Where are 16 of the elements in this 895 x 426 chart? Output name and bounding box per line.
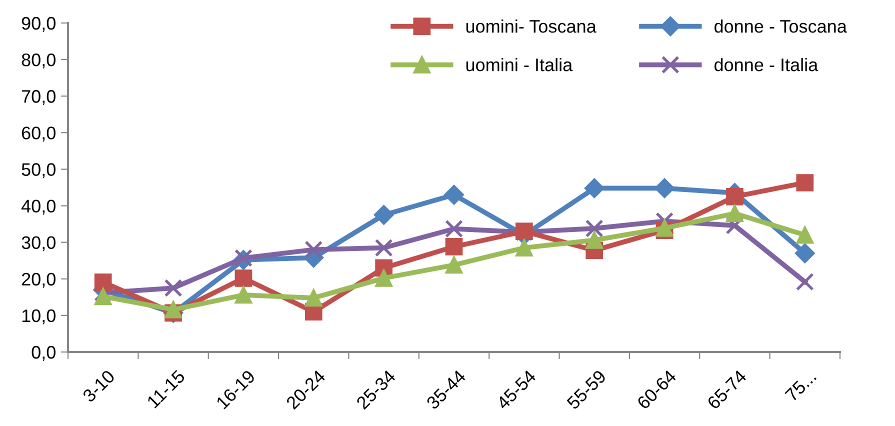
y-tick-label: 50,0 [22,163,56,178]
x-tick-label: 75... [784,370,817,402]
legend-label: uomini- Toscana [466,20,596,33]
x-tick-label: 3-10 [82,369,116,403]
y-tick-label: 0,0 [32,346,56,361]
y-tick-label: 70,0 [22,90,56,105]
y-tick-label: 20,0 [22,272,56,288]
y-tick-label: 10,0 [22,309,56,324]
y-tick-label: 30,0 [22,236,56,252]
legend-label: donne - Toscana [714,20,847,33]
y-tick-label: 60,0 [22,126,56,142]
y-tick-label: 80,0 [22,53,56,68]
y-tick-label: 40,0 [21,200,56,215]
y-tick-label: 90,0 [22,16,56,32]
legend-label: uomini - Italia [466,58,573,72]
legend-label: donne - Italia [714,58,818,72]
